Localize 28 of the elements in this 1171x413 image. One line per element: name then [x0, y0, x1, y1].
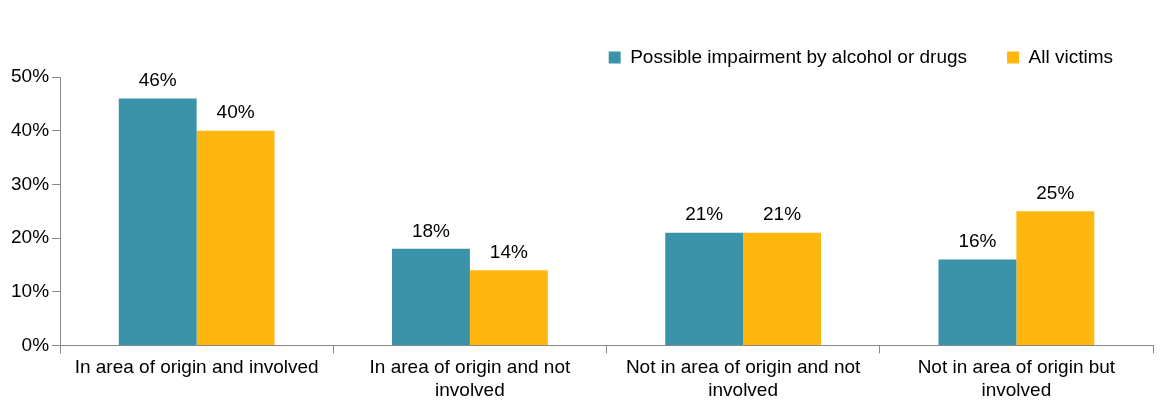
y-tick-label: 40%: [11, 118, 50, 140]
data-label: 16%: [958, 230, 997, 252]
bar: [665, 232, 744, 345]
data-label: 18%: [411, 219, 451, 241]
data-label: 14%: [489, 240, 528, 262]
bar: [1016, 211, 1095, 345]
x-tick-label: In area of origin and involved: [74, 356, 319, 378]
x-tick-label: Not in area of origin but involved: [917, 356, 1116, 400]
x-tick-label: Not in area of origin and not involved: [625, 356, 862, 400]
bar: [938, 259, 1017, 345]
legend-label: Possible impairment by alcohol or drugs: [630, 45, 968, 67]
y-tick-label: 0%: [21, 333, 50, 355]
y-tick-label: 30%: [11, 172, 50, 194]
bar: [392, 248, 470, 345]
bar: [118, 98, 197, 345]
data-label: 25%: [1036, 181, 1075, 203]
x-tick-label: In area of origin and not involved: [369, 356, 571, 400]
data-label: 46%: [138, 69, 177, 91]
data-label: 40%: [216, 101, 255, 123]
bar: [743, 232, 822, 345]
legend-label: All victims: [1028, 45, 1114, 67]
data-label: 21%: [763, 203, 802, 225]
bar: [196, 130, 275, 345]
y-tick-label: 20%: [11, 226, 50, 248]
y-tick-label: 10%: [11, 279, 50, 301]
bar: [469, 270, 548, 345]
y-tick-label: 50%: [11, 65, 50, 87]
data-label: 21%: [685, 203, 724, 225]
